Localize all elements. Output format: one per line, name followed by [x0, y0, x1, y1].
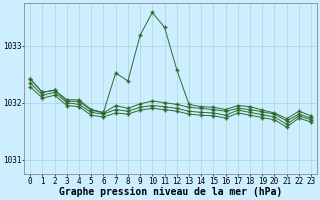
X-axis label: Graphe pression niveau de la mer (hPa): Graphe pression niveau de la mer (hPa) — [59, 187, 282, 197]
